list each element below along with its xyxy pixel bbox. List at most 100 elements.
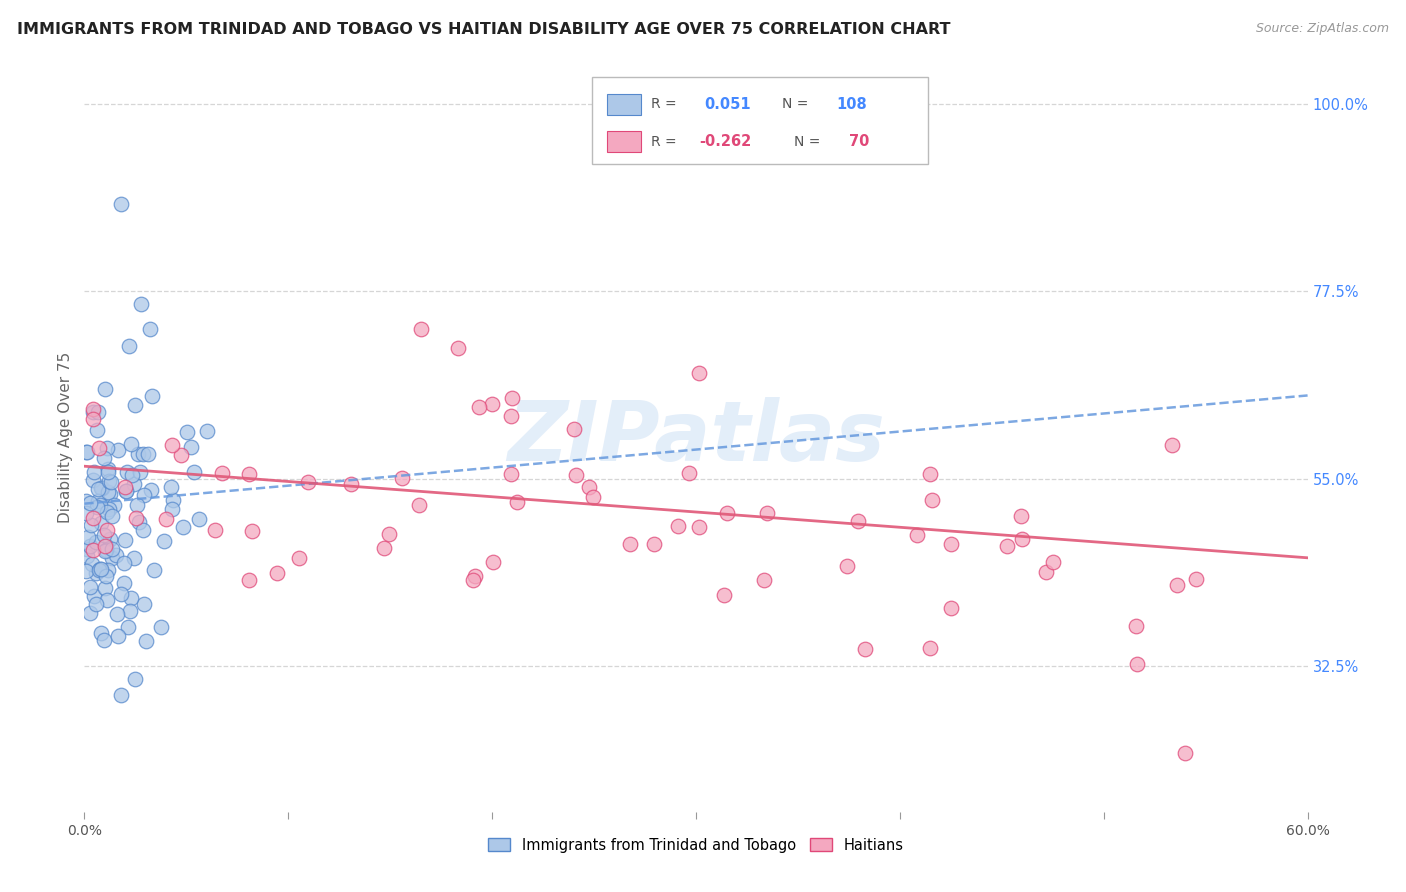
Point [238, 573, 260, 587]
Point [240, 524, 263, 538]
Point [90, 481, 112, 495]
Point [104, 548, 127, 562]
Point [266, 566, 288, 581]
Y-axis label: Disability Age Over 75: Disability Age Over 75 [58, 351, 73, 523]
Point [170, 448, 193, 462]
Point [138, 322, 160, 336]
Point [132, 446, 155, 460]
Point [155, 512, 177, 526]
Point [180, 440, 202, 454]
Text: 0.051: 0.051 [704, 97, 751, 112]
Point [84, 598, 107, 612]
Point [96, 441, 118, 455]
Point [564, 468, 586, 483]
Text: N =: N = [794, 135, 820, 149]
Point [112, 556, 135, 570]
Point [97, 465, 120, 479]
Point [110, 688, 132, 702]
Point [142, 563, 165, 577]
Point [87, 441, 110, 455]
Point [1126, 657, 1149, 671]
Point [211, 466, 233, 480]
Point [131, 297, 153, 311]
Point [97, 484, 120, 499]
Point [139, 483, 162, 497]
Point [619, 537, 641, 551]
Point [96, 569, 118, 583]
Point [149, 620, 172, 634]
Point [1161, 438, 1184, 452]
Point [846, 514, 869, 528]
Point [96, 543, 118, 558]
Point [127, 447, 149, 461]
Point [110, 197, 132, 211]
Point [668, 518, 690, 533]
Point [132, 523, 155, 537]
FancyBboxPatch shape [592, 78, 928, 163]
Point [1011, 509, 1033, 524]
Point [96, 505, 118, 519]
Text: ZIPatlas: ZIPatlas [508, 397, 884, 477]
Point [468, 401, 491, 415]
Point [82, 542, 104, 557]
Point [837, 559, 859, 574]
Point [506, 494, 529, 508]
Point [499, 467, 522, 481]
Point [90, 516, 112, 530]
Text: -0.262: -0.262 [700, 135, 752, 149]
Point [391, 471, 413, 485]
Point [340, 477, 363, 491]
Point [114, 484, 136, 499]
Point [90, 625, 112, 640]
Point [125, 498, 148, 512]
Point [77, 530, 100, 544]
Point [1125, 619, 1147, 633]
Point [82, 510, 104, 524]
Point [97, 461, 120, 475]
Point [128, 466, 150, 480]
Point [755, 506, 778, 520]
Text: R =: R = [651, 97, 676, 112]
Text: R =: R = [651, 135, 676, 149]
Point [136, 447, 159, 461]
Point [91, 481, 114, 495]
Point [86, 500, 108, 514]
Point [79, 580, 101, 594]
Text: N =: N = [782, 97, 808, 112]
Point [86, 423, 108, 437]
Point [121, 468, 143, 483]
Text: IMMIGRANTS FROM TRINIDAD AND TOBAGO VS HAITIAN DISABILITY AGE OVER 75 CORRELATIO: IMMIGRANTS FROM TRINIDAD AND TOBAGO VS H… [17, 22, 950, 37]
Point [94, 539, 117, 553]
Point [87, 494, 110, 508]
Text: Source: ZipAtlas.com: Source: ZipAtlas.com [1256, 22, 1389, 36]
Point [103, 499, 125, 513]
Legend: Immigrants from Trinidad and Tobago, Haitians: Immigrants from Trinidad and Tobago, Hai… [482, 831, 910, 858]
Point [112, 576, 135, 591]
Point [79, 495, 101, 509]
Bar [606, 94, 641, 115]
Point [100, 475, 122, 490]
Point [501, 391, 523, 405]
Point [297, 475, 319, 490]
Point [93, 632, 115, 647]
Point [176, 425, 198, 440]
Point [98, 532, 121, 546]
Point [125, 511, 148, 525]
Point [853, 642, 876, 657]
Point [132, 488, 155, 502]
Point [75, 565, 97, 579]
Point [128, 515, 150, 529]
Point [1042, 555, 1064, 569]
Point [160, 480, 183, 494]
Point [76, 542, 98, 557]
Point [481, 397, 503, 411]
Point [132, 597, 155, 611]
Point [124, 672, 146, 686]
Point [76, 549, 98, 563]
Bar [606, 131, 641, 153]
Point [688, 519, 710, 533]
Point [90, 562, 112, 576]
Point [183, 465, 205, 479]
Point [238, 467, 260, 482]
Point [100, 550, 122, 565]
